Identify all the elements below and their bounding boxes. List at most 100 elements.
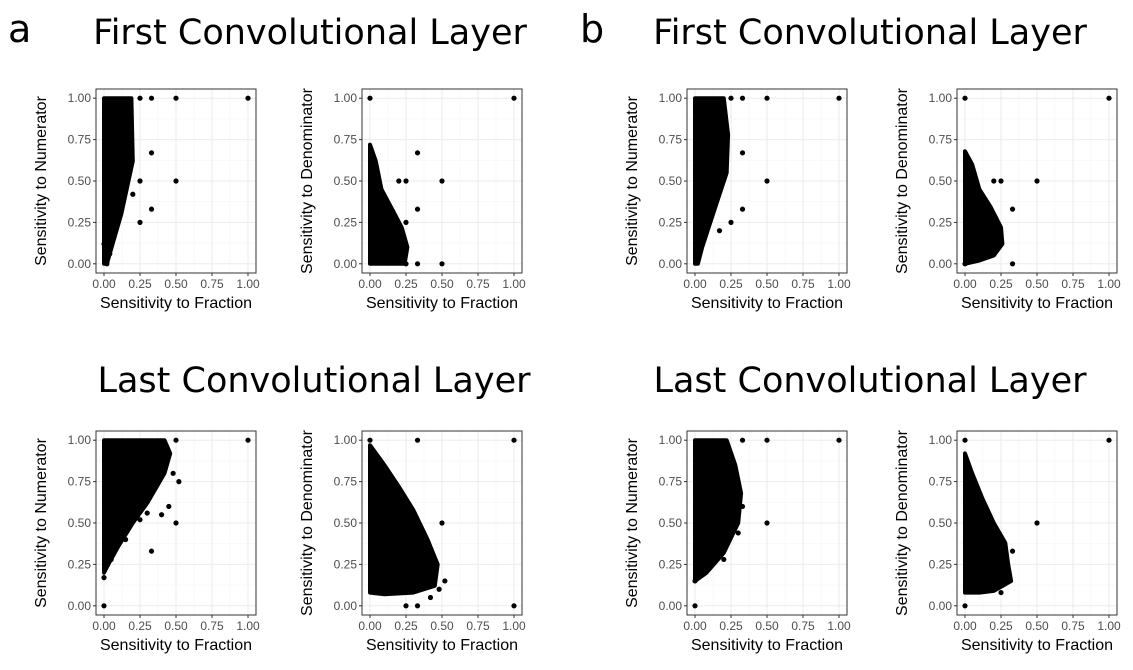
x-tick-label: 0.50 [164,619,188,633]
scatter-point [998,178,1004,184]
y-tick-label: 0.25 [334,215,358,229]
scatter-point [716,228,723,234]
scatter-point [739,503,746,510]
scatter-point [739,206,746,212]
scatter-point [991,178,997,184]
point-cloud [102,96,135,266]
scatter-point [403,261,409,267]
y-axis-title: Sensitivity to Denominator [299,87,316,274]
scatter-point [764,95,770,101]
scatter-point [728,219,734,225]
scatter-point [148,548,155,554]
scatter-point [1034,178,1040,184]
scatter-point [166,503,172,510]
y-tick-label: 1.00 [334,433,358,447]
scatter-point [1005,578,1011,584]
scatter-point [439,261,445,267]
scatter-point [170,470,176,476]
scatter-point [739,95,746,101]
scatter-point [403,178,409,184]
scatter-point [439,178,445,184]
y-tick-label: 0.75 [659,475,683,489]
x-tick-label: 0.00 [953,619,977,633]
panel-label-b: b [580,7,604,51]
point-cloud [102,438,173,575]
x-tick-label: 0.00 [358,277,382,291]
x-tick-label: 1.00 [827,277,851,291]
scatter-point [735,530,741,536]
x-tick-label: 0.75 [200,277,224,291]
scatter-point [998,589,1004,596]
x-tick-label: 0.25 [394,619,418,633]
scatter-point [1106,95,1112,101]
y-axis-title: Sensitivity to Numerator [624,437,641,608]
scatter-point [962,95,968,101]
y-tick-label: 0.75 [334,475,358,489]
y-tick-label: 0.25 [929,215,953,229]
scatter-point [245,95,251,101]
x-axis-title: Sensitivity to Fraction [691,295,843,312]
x-tick-label: 1.00 [236,619,260,633]
scatter-point [137,219,143,225]
x-axis-title: Sensitivity to Fraction [691,637,843,654]
y-tick-label: 0.75 [659,133,683,147]
y-tick-label: 0.50 [68,516,92,530]
y-tick-label: 0.75 [929,475,953,489]
scatter-point [173,95,179,101]
y-tick-label: 0.50 [334,516,358,530]
scatter-point [159,512,165,518]
scatter-plots: 0.00 0.25 0.50 0.75 1.00 0.00 0.25 0.50 0.75 1.00… [33,87,1121,654]
scatter-point [123,536,129,543]
scatter-chart-b_last_num: 0.00 0.25 0.50 0.75 1.00 0.00 0.25 0.50 0.75 1.00… [624,430,851,654]
scatter-point [836,95,842,101]
scatter-point [403,219,409,225]
y-tick-label: 0.00 [659,257,683,271]
y-axis-title: Sensitivity to Numerator [624,95,641,266]
scatter-point [173,437,179,443]
y-tick-label: 1.00 [334,91,358,105]
section-title-a-first: First Convolutional Layer [93,13,527,53]
scatter-point [101,575,107,581]
scatter-point [414,437,421,443]
x-tick-label: 1.00 [236,277,260,291]
point-cloud [963,149,1005,266]
scatter-point [173,520,179,526]
x-tick-label: 0.75 [466,619,490,633]
x-tick-label: 1.00 [1097,277,1121,291]
y-tick-label: 0.50 [334,174,358,188]
x-tick-label: 0.00 [358,619,382,633]
y-tick-label: 0.00 [334,599,358,613]
y-tick-label: 1.00 [68,91,92,105]
point-cloud [368,142,410,266]
scatter-point [101,603,107,609]
x-tick-label: 0.50 [430,277,454,291]
scatter-point [367,437,373,443]
scatter-point [1009,206,1016,212]
scatter-point [692,603,698,609]
y-tick-label: 1.00 [659,91,683,105]
scatter-chart-a_first_num: 0.00 0.25 0.50 0.75 1.00 0.00 0.25 0.50 0.75 1.00… [33,88,260,312]
x-tick-label: 0.00 [683,619,707,633]
scatter-chart-b_first_num: 0.00 0.25 0.50 0.75 1.00 0.00 0.25 0.50 0.75 1.00… [624,88,851,312]
scatter-point [245,437,251,443]
y-tick-label: 0.25 [659,215,683,229]
scatter-point [144,510,150,516]
scatter-point [137,517,143,523]
scatter-point [107,251,113,257]
x-tick-label: 0.50 [164,277,188,291]
scatter-point [764,178,770,184]
x-tick-label: 1.00 [827,619,851,633]
y-tick-label: 1.00 [68,433,92,447]
scatter-point [692,578,698,584]
y-tick-label: 0.75 [929,133,953,147]
scatter-chart-a_last_den: 0.00 0.25 0.50 0.75 1.00 0.00 0.25 0.50 0.75 1.00… [299,429,526,654]
scatter-point [439,520,445,526]
y-tick-label: 0.00 [68,599,92,613]
scatter-point [367,95,373,101]
x-tick-label: 0.00 [92,277,116,291]
scatter-point [1034,520,1040,526]
scatter-point [1009,261,1016,267]
x-tick-label: 0.25 [719,619,743,633]
section-title-b-last: Last Convolutional Layer [653,361,1087,401]
